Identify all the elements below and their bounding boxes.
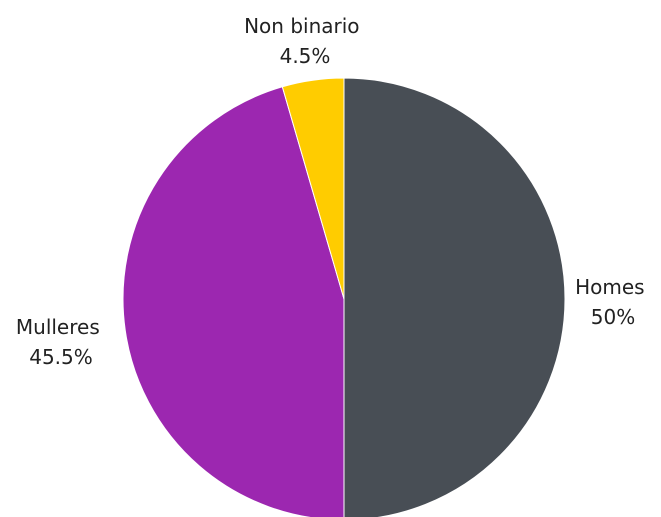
slice-name-mulleres: Mulleres bbox=[16, 315, 100, 339]
slice-percent-mulleres: 45.5% bbox=[29, 345, 93, 369]
slice-percent-homes: 50% bbox=[591, 305, 635, 329]
pie-slice-non-binario bbox=[281, 77, 345, 300]
slice-label-homes: Homes 50% bbox=[575, 275, 651, 329]
pie-slice-mulleres bbox=[122, 86, 345, 517]
slice-label-mulleres: Mulleres 45.5% bbox=[16, 315, 106, 369]
slice-name-homes: Homes bbox=[575, 275, 644, 299]
slice-percent-non-binario: 4.5% bbox=[280, 44, 331, 68]
pie-slice-homes bbox=[343, 77, 566, 517]
slice-name-non-binario: Non binario bbox=[244, 14, 359, 38]
pie-slices bbox=[122, 77, 566, 517]
slice-label-non-binario: Non binario 4.5% bbox=[244, 14, 366, 68]
